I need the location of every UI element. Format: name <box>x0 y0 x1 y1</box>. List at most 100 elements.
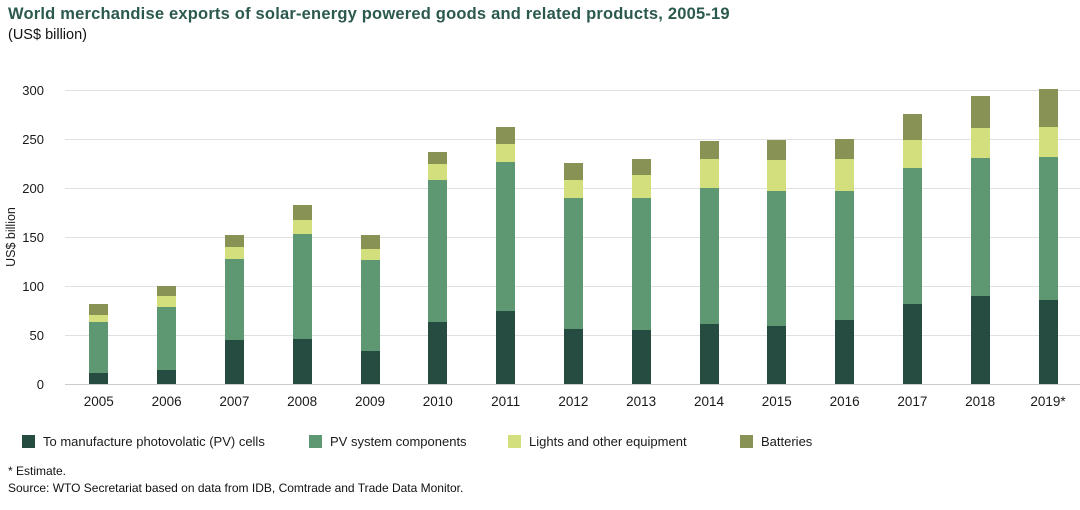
bar-segment <box>767 159 787 191</box>
x-tick-label: 2006 <box>151 394 182 409</box>
bar-2008 <box>292 204 312 384</box>
bar-segment <box>631 330 651 384</box>
bar-segment <box>496 161 516 312</box>
bar-segment <box>835 320 855 384</box>
bar-segment <box>1038 156 1058 300</box>
bar-2018 <box>970 95 990 384</box>
bar-segment <box>835 158 855 191</box>
legend-item: PV system components <box>309 434 467 449</box>
bar-segment <box>157 286 177 296</box>
bar-2010 <box>428 151 448 384</box>
legend-item: To manufacture photovolatic (PV) cells <box>22 434 265 449</box>
bar-segment <box>360 235 380 249</box>
bar-segment <box>157 295 177 307</box>
bar-segment <box>1038 89 1058 128</box>
bar-segment <box>699 158 719 189</box>
bar-2017 <box>902 113 922 384</box>
bar-segment <box>292 338 312 384</box>
gridline <box>65 90 1080 91</box>
bar-segment <box>428 163 448 181</box>
legend-swatch <box>22 435 35 448</box>
legend-label: Lights and other equipment <box>529 434 687 449</box>
bar-2011 <box>496 127 516 384</box>
bar-segment <box>902 168 922 304</box>
bar-segment <box>563 197 583 330</box>
plot-area: 0 50 100 150 200 250 300 2005 2006 2007 2008 2009 20… <box>22 83 1080 409</box>
legend-item: Lights and other equipment <box>508 434 687 449</box>
x-tick-label: 2008 <box>287 394 318 409</box>
x-tick-label: 2017 <box>897 394 928 409</box>
bar-2012 <box>563 162 583 384</box>
legend-swatch <box>740 435 753 448</box>
bar-segment <box>157 370 177 384</box>
chart-title: World merchandise exports of solar-energ… <box>8 5 730 23</box>
x-tick-label: 2015 <box>761 394 792 409</box>
bar-segment <box>767 140 787 160</box>
bar-segment <box>157 306 177 371</box>
bar-segment <box>224 235 244 247</box>
x-tick-label: 2018 <box>965 394 996 409</box>
bar-segment <box>360 350 380 384</box>
x-tick-label: 2005 <box>83 394 114 409</box>
legend-swatch <box>309 435 322 448</box>
x-tick-label: 2009 <box>354 394 386 409</box>
bar-segment <box>835 190 855 321</box>
chart-subtitle: (US$ billion) <box>8 27 87 43</box>
bar-segment <box>902 113 922 140</box>
bar-segment <box>1038 127 1058 157</box>
bar-segment <box>970 128 990 158</box>
bar-segment <box>292 204 312 221</box>
gridline <box>65 384 1080 385</box>
x-tick-label: 2013 <box>626 394 657 409</box>
bar-segment <box>631 158 651 176</box>
footnote-estimate: * Estimate. <box>8 464 67 478</box>
bar-segment <box>89 322 109 374</box>
bar-2007 <box>224 235 244 384</box>
bar-segment <box>89 373 109 384</box>
x-tick-label: 2007 <box>219 394 250 409</box>
bar-2016 <box>835 139 855 384</box>
bar-2005 <box>89 303 109 384</box>
bar-segment <box>631 197 651 331</box>
gridline <box>65 139 1080 140</box>
bar-segment <box>631 175 651 198</box>
bar-segment <box>902 140 922 169</box>
x-tick-label: 2016 <box>829 394 860 409</box>
bar-segment <box>699 324 719 384</box>
x-tick-label: 2012 <box>558 394 589 409</box>
y-tick-label: 0 <box>36 376 44 392</box>
bar-segment <box>496 143 516 162</box>
bar-segment <box>360 259 380 351</box>
bar-segment <box>428 180 448 323</box>
bar-segment <box>970 295 990 384</box>
bar-2006 <box>157 286 177 384</box>
bar-segment <box>89 315 109 323</box>
bar-segment <box>224 339 244 384</box>
x-tick-label: 2019* <box>1030 394 1066 409</box>
bar-segment <box>89 303 109 316</box>
bar-segment <box>224 246 244 259</box>
bar-segment <box>1038 299 1058 384</box>
y-tick-label: 250 <box>22 131 44 147</box>
legend: To manufacture photovolatic (PV) cells PV… <box>0 434 1080 452</box>
x-tick-label: 2010 <box>422 394 453 409</box>
bar-segment <box>496 127 516 144</box>
x-tick-label: 2011 <box>491 394 521 409</box>
bar-segment <box>292 234 312 339</box>
bar-segment <box>428 322 448 384</box>
y-tick-label: 200 <box>22 180 44 196</box>
y-tick-label: 150 <box>22 229 44 245</box>
legend-item: Batteries <box>740 434 812 449</box>
legend-label: To manufacture photovolatic (PV) cells <box>43 434 265 449</box>
bar-segment <box>360 248 380 260</box>
bar-segment <box>699 141 719 159</box>
legend-swatch <box>508 435 521 448</box>
bar-segment <box>902 303 922 384</box>
footnote-source: Source: WTO Secretariat based on data fr… <box>8 481 464 495</box>
bar-segment <box>428 151 448 164</box>
y-tick-label: 300 <box>22 82 44 98</box>
bar-segment <box>496 311 516 384</box>
bar-segment <box>563 329 583 384</box>
y-tick-label: 100 <box>22 278 44 294</box>
